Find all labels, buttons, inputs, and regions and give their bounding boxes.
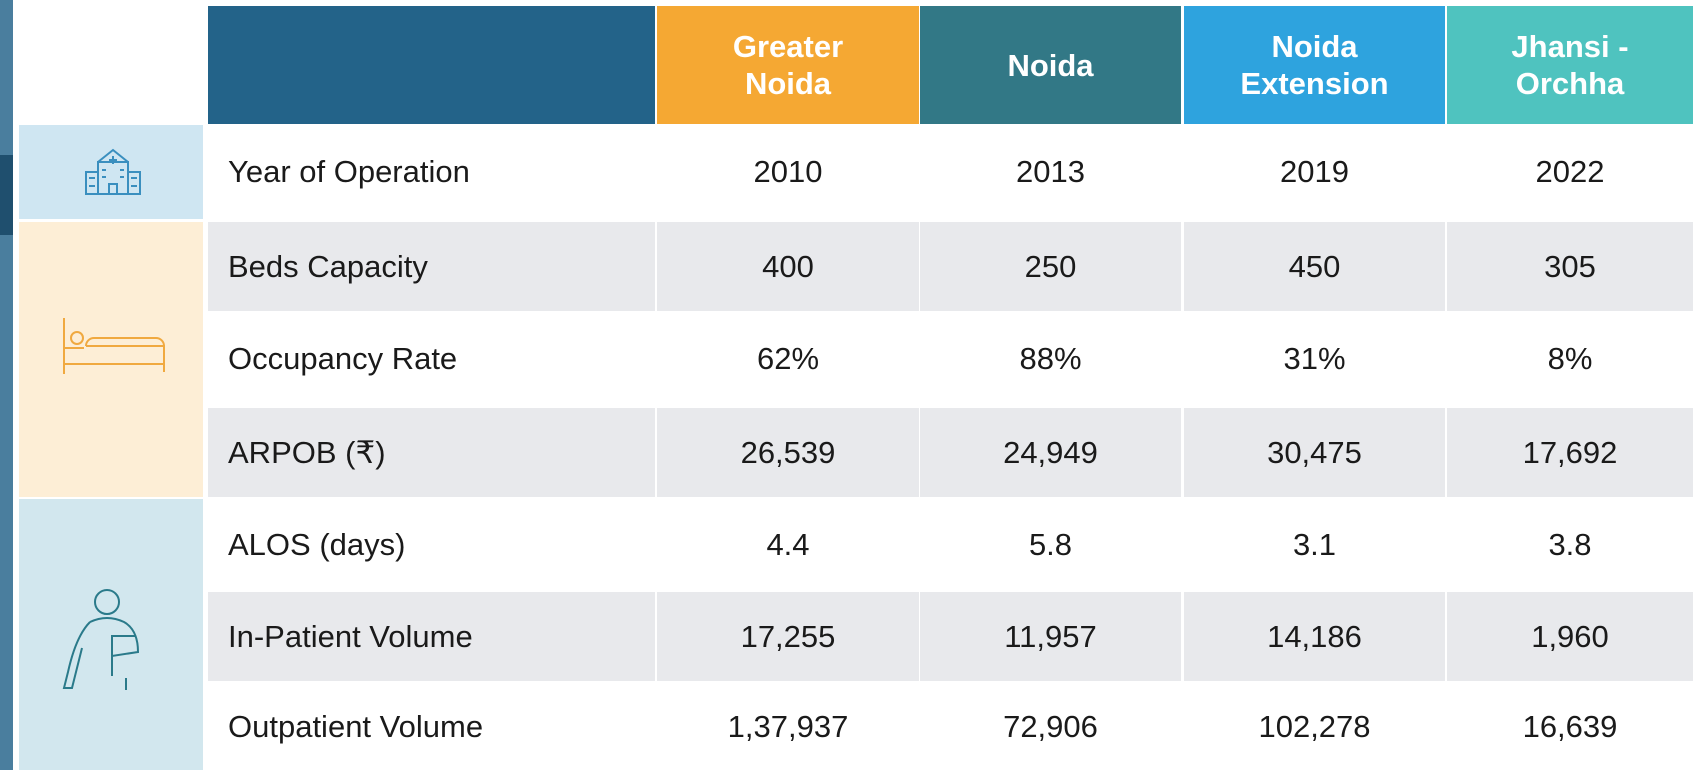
text: 31% <box>1283 341 1346 376</box>
cell: 2022 <box>1447 125 1693 219</box>
text: 3.8 <box>1548 526 1592 562</box>
patient-icon <box>62 589 140 690</box>
text: 72,906 <box>1003 709 1098 744</box>
icon-panel <box>19 222 203 497</box>
text: 2013 <box>1016 154 1085 189</box>
row-label: Year of Operation <box>208 125 655 219</box>
row-label: Occupancy Rate <box>208 313 655 405</box>
cell: 62% <box>657 313 919 405</box>
cell: 17,255 <box>657 592 919 681</box>
cell: 8% <box>1447 313 1693 405</box>
cell: 2010 <box>657 125 919 219</box>
text: 2022 <box>1535 154 1605 189</box>
text: Occupancy Rate <box>228 341 458 376</box>
text: In-Patient Volume <box>228 618 473 654</box>
cell: 3.8 <box>1447 499 1693 590</box>
text: 62% <box>756 341 820 376</box>
cell: 250 <box>920 222 1181 311</box>
cell: 5.8 <box>920 499 1181 590</box>
text: 30,475 <box>1267 434 1362 470</box>
bed-icon <box>63 318 165 374</box>
text: Year of Operation <box>228 154 470 189</box>
text: 11,957 <box>1004 618 1097 654</box>
cell: 88% <box>920 313 1181 405</box>
header-blank <box>208 6 655 124</box>
cell: 16,639 <box>1447 684 1693 770</box>
text: 4.4 <box>766 526 810 562</box>
side-strip <box>0 0 13 770</box>
cell: 31% <box>1184 313 1445 405</box>
cell: 24,949 <box>920 408 1181 497</box>
text: 17,255 <box>740 618 836 654</box>
column-header: Jhansi - Orchha <box>1447 6 1693 124</box>
text: 2019 <box>1280 154 1349 189</box>
icon-panel <box>19 125 203 219</box>
cell: 14,186 <box>1184 592 1445 681</box>
cell: 2019 <box>1184 125 1445 219</box>
text: Jhansi - Orchha <box>1511 29 1629 101</box>
text: 5.8 <box>1028 526 1073 562</box>
cell: 1,37,937 <box>657 684 919 770</box>
text: Outpatient Volume <box>228 709 484 744</box>
hospital-icon <box>85 148 141 195</box>
text: 24,949 <box>1003 434 1098 470</box>
text: 400 <box>762 248 814 284</box>
text: 1,37,937 <box>727 709 849 744</box>
text: 8% <box>1547 341 1593 376</box>
cell: 2013 <box>920 125 1181 219</box>
text: 26,539 <box>740 434 836 470</box>
text: ARPOB (₹) <box>228 434 386 470</box>
cell: 400 <box>657 222 919 311</box>
text: 1,960 <box>1531 618 1609 654</box>
text: 17,692 <box>1522 434 1618 470</box>
text: 14,186 <box>1267 618 1362 654</box>
row-label: In-Patient Volume <box>208 592 655 681</box>
row-label: Beds Capacity <box>208 222 655 311</box>
column-header: Noida <box>920 6 1181 124</box>
text: 450 <box>1288 248 1341 284</box>
cell: 102,278 <box>1184 684 1445 770</box>
cell: 4.4 <box>657 499 919 590</box>
text: Noida Extension <box>1240 29 1389 101</box>
text: 2010 <box>753 154 823 189</box>
text: 305 <box>1544 248 1596 284</box>
cell: 1,960 <box>1447 592 1693 681</box>
row-label: ARPOB (₹) <box>208 408 655 497</box>
text: 16,639 <box>1522 709 1618 744</box>
side-strip-mark <box>0 155 13 235</box>
text: 88% <box>1019 341 1082 376</box>
text: 3.1 <box>1292 526 1337 562</box>
cell: 17,692 <box>1447 408 1693 497</box>
cell: 450 <box>1184 222 1445 311</box>
text: 102,278 <box>1258 709 1371 744</box>
icon-panel <box>19 499 203 770</box>
cell: 11,957 <box>920 592 1181 681</box>
text: ALOS (days) <box>228 526 406 562</box>
cell: 305 <box>1447 222 1693 311</box>
cell: 30,475 <box>1184 408 1445 497</box>
row-label: Outpatient Volume <box>208 684 655 770</box>
text: Greater Noida <box>732 29 844 101</box>
row-label: ALOS (days) <box>208 499 655 590</box>
cell: 26,539 <box>657 408 919 497</box>
column-header: Greater Noida <box>657 6 919 124</box>
column-header: Noida Extension <box>1184 6 1445 124</box>
text: Beds Capacity <box>228 248 428 284</box>
cell: 72,906 <box>920 684 1181 770</box>
text: Noida <box>1007 47 1094 83</box>
text: 250 <box>1024 248 1077 284</box>
cell: 3.1 <box>1184 499 1445 590</box>
